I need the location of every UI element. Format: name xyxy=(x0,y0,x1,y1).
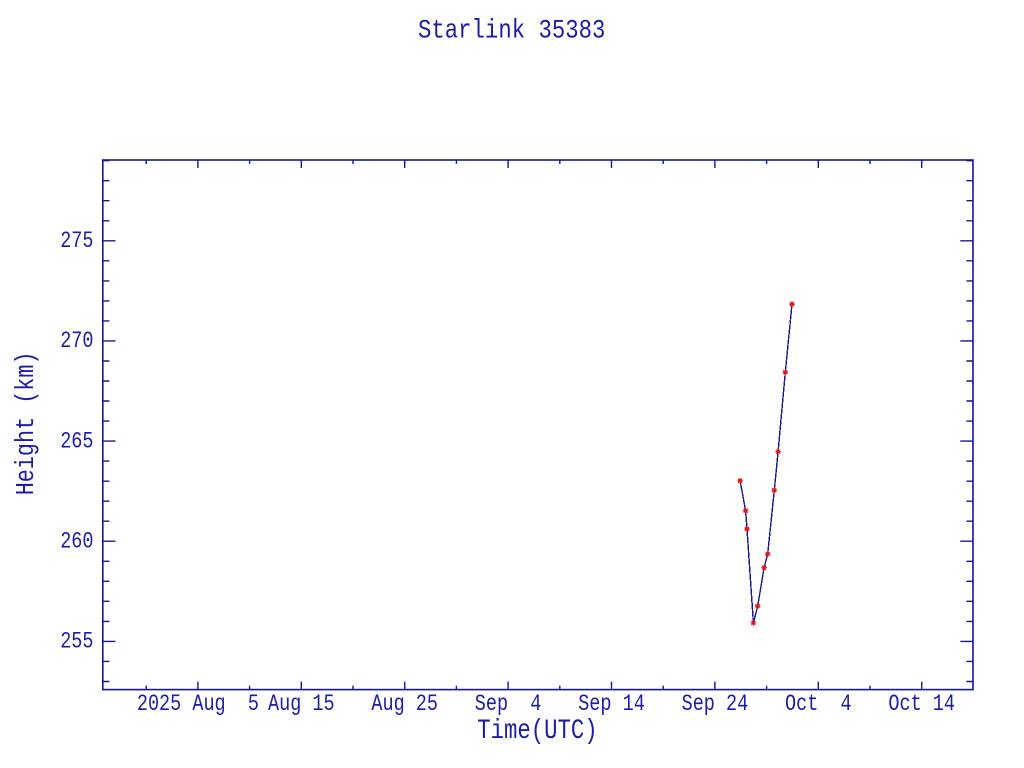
svg-text:2025 Aug 5: 2025 Aug 5 xyxy=(137,692,259,717)
svg-text:Height (km): Height (km) xyxy=(12,351,41,495)
svg-text:Aug 15: Aug 15 xyxy=(268,692,335,717)
svg-text:Time(UTC): Time(UTC) xyxy=(477,715,597,747)
svg-text:260: 260 xyxy=(60,530,93,555)
svg-text:Aug 25: Aug 25 xyxy=(371,692,438,717)
svg-text:275: 275 xyxy=(60,229,93,254)
svg-text:Sep 14: Sep 14 xyxy=(578,692,645,717)
svg-text:270: 270 xyxy=(60,329,93,354)
svg-text:Oct 4: Oct 4 xyxy=(785,692,852,717)
svg-text:Sep 24: Sep 24 xyxy=(682,692,749,717)
svg-text:255: 255 xyxy=(60,630,93,655)
svg-text:Starlink 35383: Starlink 35383 xyxy=(418,15,605,46)
svg-text:Oct 14: Oct 14 xyxy=(888,692,955,717)
svg-text:Sep 4: Sep 4 xyxy=(475,692,542,717)
svg-text:265: 265 xyxy=(60,430,93,455)
